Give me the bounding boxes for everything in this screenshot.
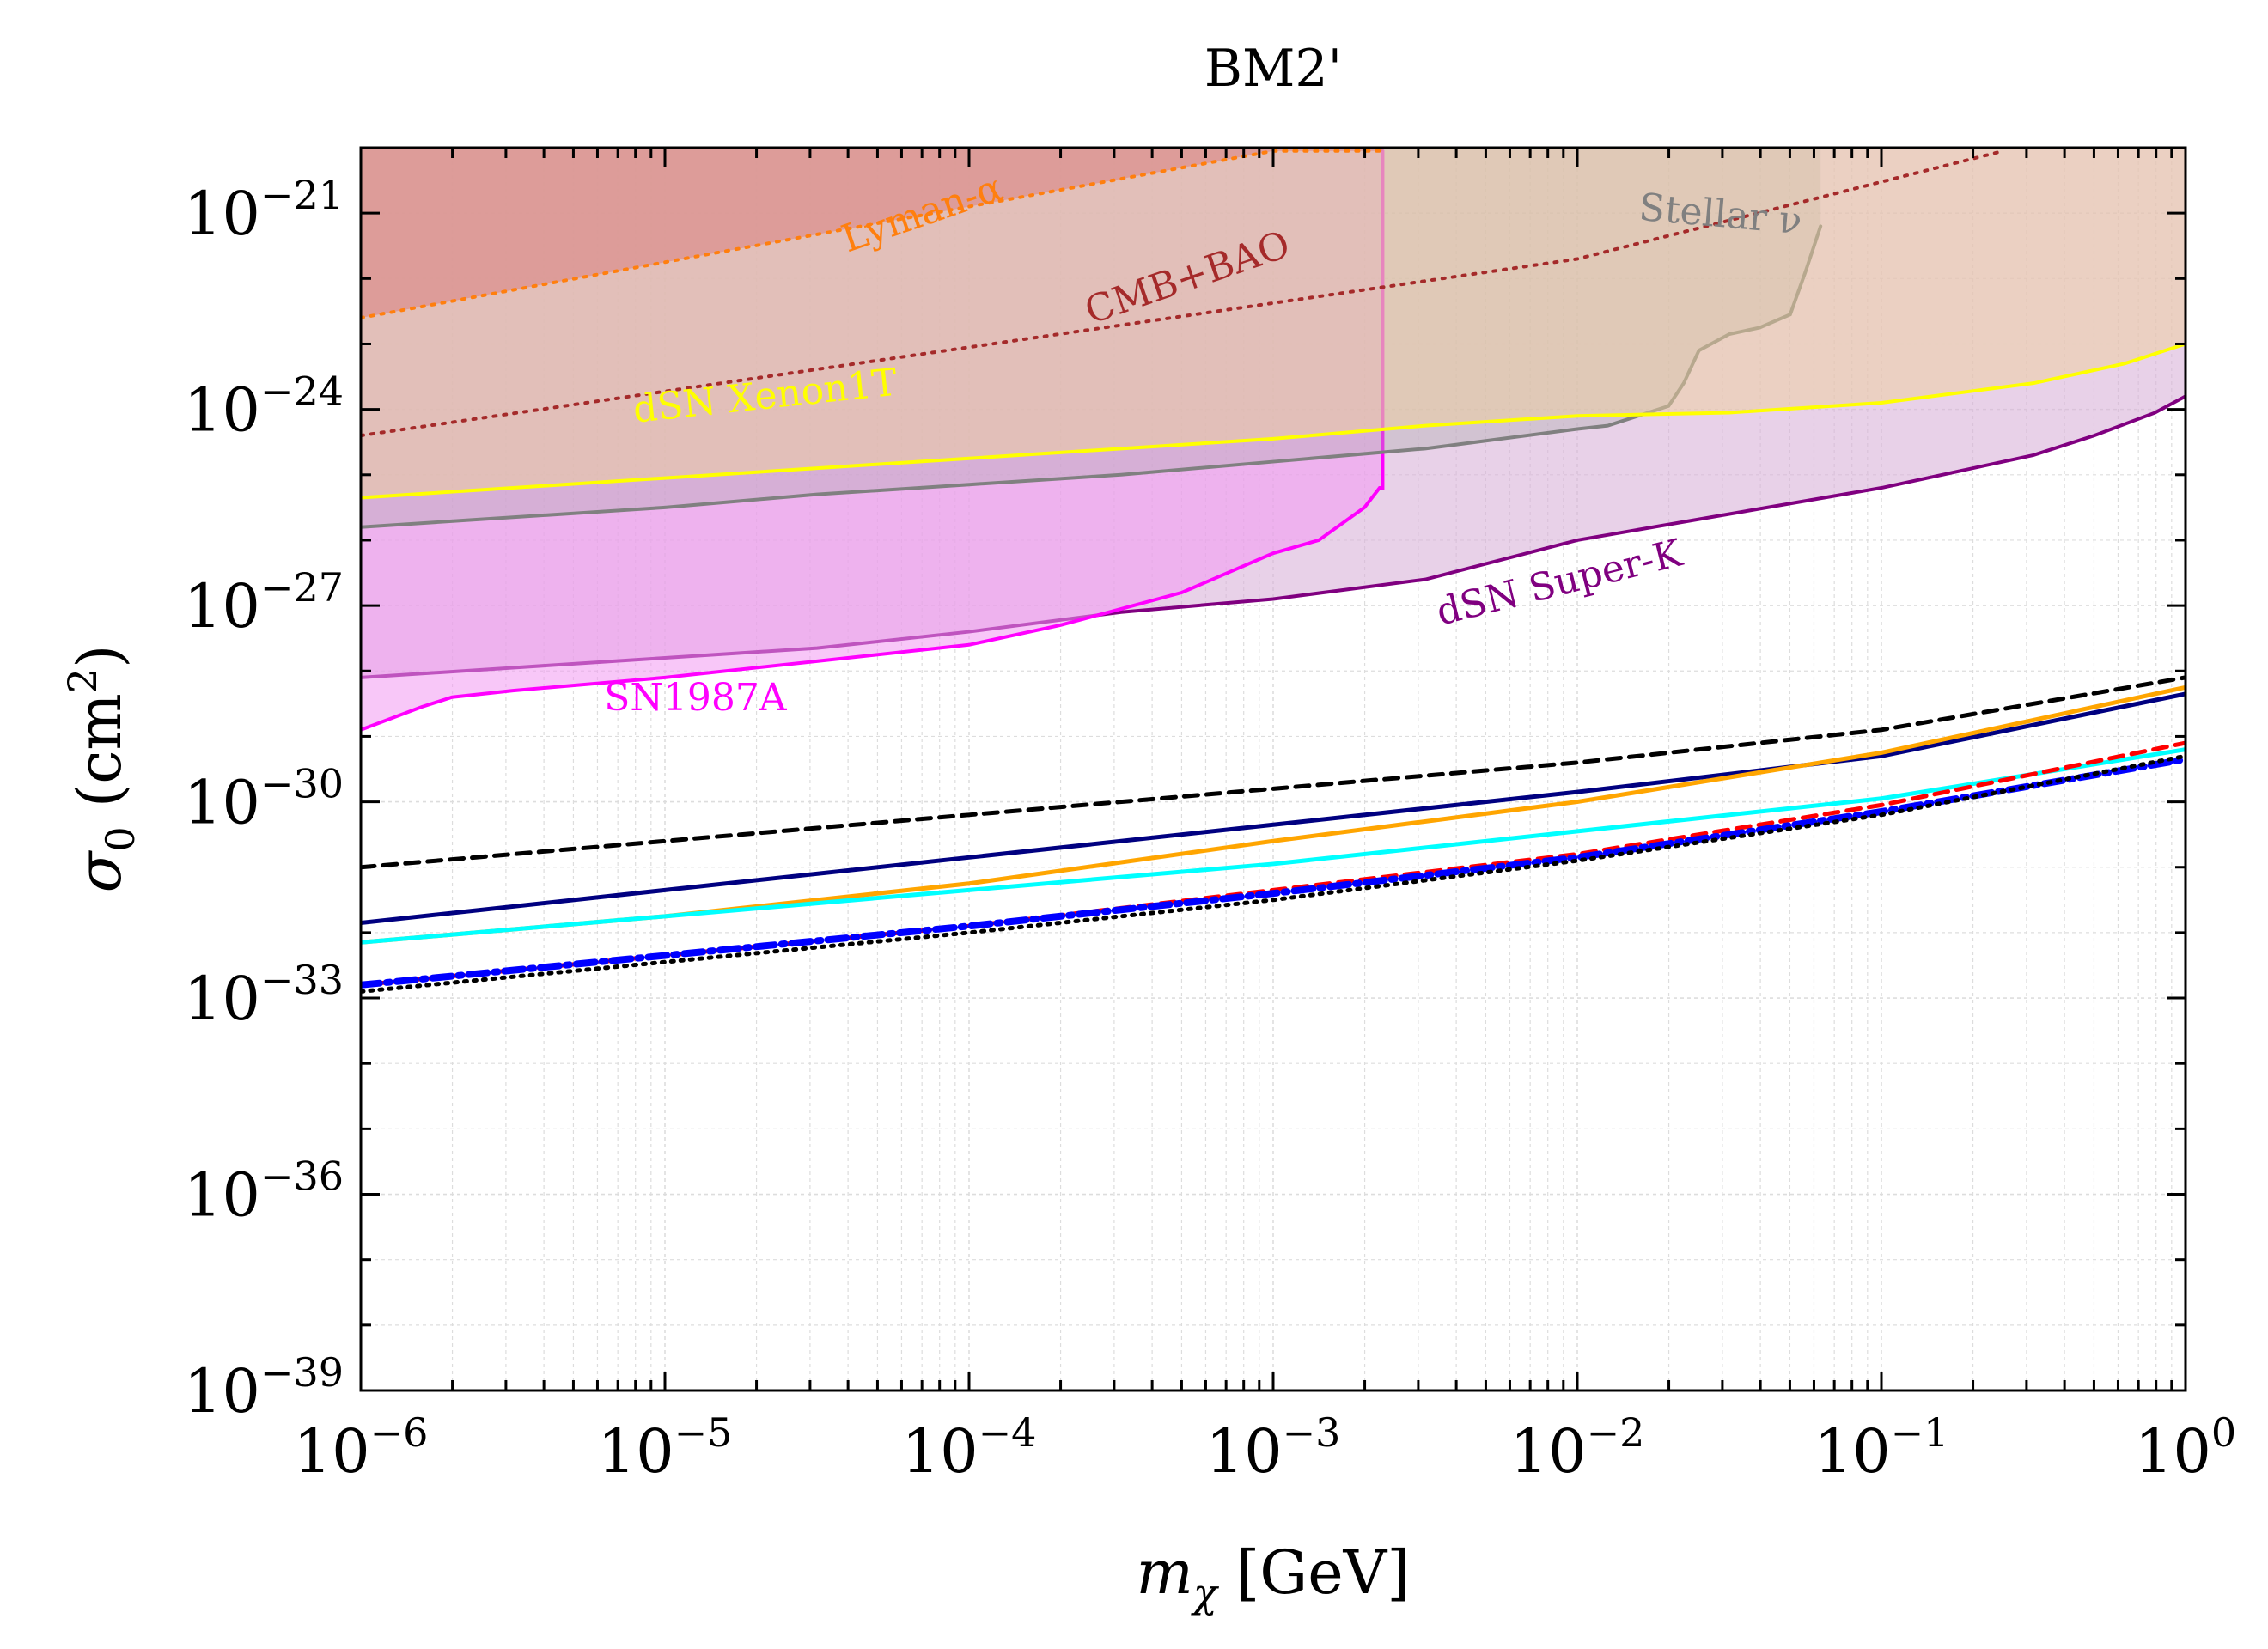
y-axis-title-sub: 0 xyxy=(97,826,143,851)
y-tick-label: 10−24 xyxy=(184,368,344,446)
series-line-navy-solid xyxy=(361,691,2186,925)
x-tick-label: 100 xyxy=(2135,1409,2236,1487)
y-tick-label: 10−27 xyxy=(184,564,344,642)
y-tick-label: 10−39 xyxy=(184,1349,344,1427)
series-line-black-dotted xyxy=(361,753,2186,994)
x-tick-label: 10−1 xyxy=(1814,1409,1949,1487)
y-tick-label-exp: −39 xyxy=(260,1349,344,1396)
y-tick-label-exp: −33 xyxy=(260,957,344,1003)
x-axis-title: mχ [GeV] xyxy=(1136,1537,1410,1616)
y-tick-label-exp: −27 xyxy=(260,564,344,611)
series-line-black-dashed xyxy=(361,675,2186,870)
region-line-cmb-bao xyxy=(361,149,2005,438)
x-tick-label-base: 10 xyxy=(2135,1416,2211,1487)
axes: 10−6 10−5 10−4 10−3 10−2 10−1 10010−2110−2410−… xyxy=(184,146,2236,1487)
y-tick-label-exp: −24 xyxy=(260,368,344,415)
y-axis-title-unit-close: ) xyxy=(64,645,135,668)
x-axis-title-var: m xyxy=(1136,1537,1192,1608)
y-tick-label: 10−36 xyxy=(184,1153,344,1231)
y-axis-title-unit-open: (cm xyxy=(64,693,135,826)
y-tick-label-base: 10 xyxy=(184,964,260,1034)
y-tick-label-exp: −21 xyxy=(260,172,344,218)
x-tick-label: 10−5 xyxy=(598,1409,733,1487)
x-tick-label-base: 10 xyxy=(598,1416,674,1487)
chart-title: BM2' xyxy=(1204,39,1342,99)
x-tick-label: 10−2 xyxy=(1510,1409,1645,1487)
x-axis-title-unit: [GeV] xyxy=(1217,1537,1411,1608)
x-tick-label-base: 10 xyxy=(294,1416,370,1487)
x-tick-label-exp: −6 xyxy=(370,1409,429,1456)
y-tick-label: 10−33 xyxy=(184,957,344,1034)
series-line-blue-dashdot xyxy=(361,756,2186,989)
x-tick-label-exp: −1 xyxy=(1891,1409,1949,1456)
y-tick-label-base: 10 xyxy=(184,1356,260,1427)
y-tick-label: 10−21 xyxy=(184,172,344,249)
region-line-dsn-xenon1t xyxy=(361,342,2186,500)
x-tick-label: 10−3 xyxy=(1206,1409,1341,1487)
y-tick-label-base: 10 xyxy=(184,571,260,642)
y-tick-label-base: 10 xyxy=(184,1160,260,1231)
exclusion-regions xyxy=(361,148,2186,732)
x-tick-label-exp: −3 xyxy=(1283,1409,1341,1456)
region-line-sn1987a xyxy=(361,149,1385,732)
x-tick-label-base: 10 xyxy=(1206,1416,1283,1487)
x-tick-label-base: 10 xyxy=(1814,1416,1891,1487)
x-tick-label: 10−4 xyxy=(902,1409,1037,1487)
region-fill-lyman-alpha xyxy=(361,148,1383,319)
x-tick-label-exp: −5 xyxy=(674,1409,733,1456)
y-tick-label-exp: −36 xyxy=(260,1153,344,1200)
x-tick-label-base: 10 xyxy=(1510,1416,1587,1487)
y-axis-title-unit-sup: 2 xyxy=(59,668,106,693)
y-axis-title: σ0 (cm2) xyxy=(59,645,143,893)
x-tick-label-exp: −2 xyxy=(1587,1409,1645,1456)
x-tick-label-base: 10 xyxy=(902,1416,979,1487)
region-label-sn1987a: SN1987A xyxy=(604,676,788,720)
series-line-cyan-solid xyxy=(361,747,2186,945)
y-tick-label: 10−30 xyxy=(184,761,344,838)
x-tick-label: 10−6 xyxy=(294,1409,429,1487)
x-axis-title-sub: χ xyxy=(1191,1570,1220,1616)
x-tick-label-exp: 0 xyxy=(2211,1409,2236,1456)
y-axis-title-var: σ xyxy=(64,849,135,892)
y-tick-label-base: 10 xyxy=(184,768,260,838)
y-tick-label-exp: −30 xyxy=(260,761,344,807)
x-tick-label-exp: −4 xyxy=(979,1409,1037,1456)
limit-curves xyxy=(361,675,2186,994)
y-tick-label-base: 10 xyxy=(184,179,260,249)
y-tick-label-base: 10 xyxy=(184,375,260,446)
